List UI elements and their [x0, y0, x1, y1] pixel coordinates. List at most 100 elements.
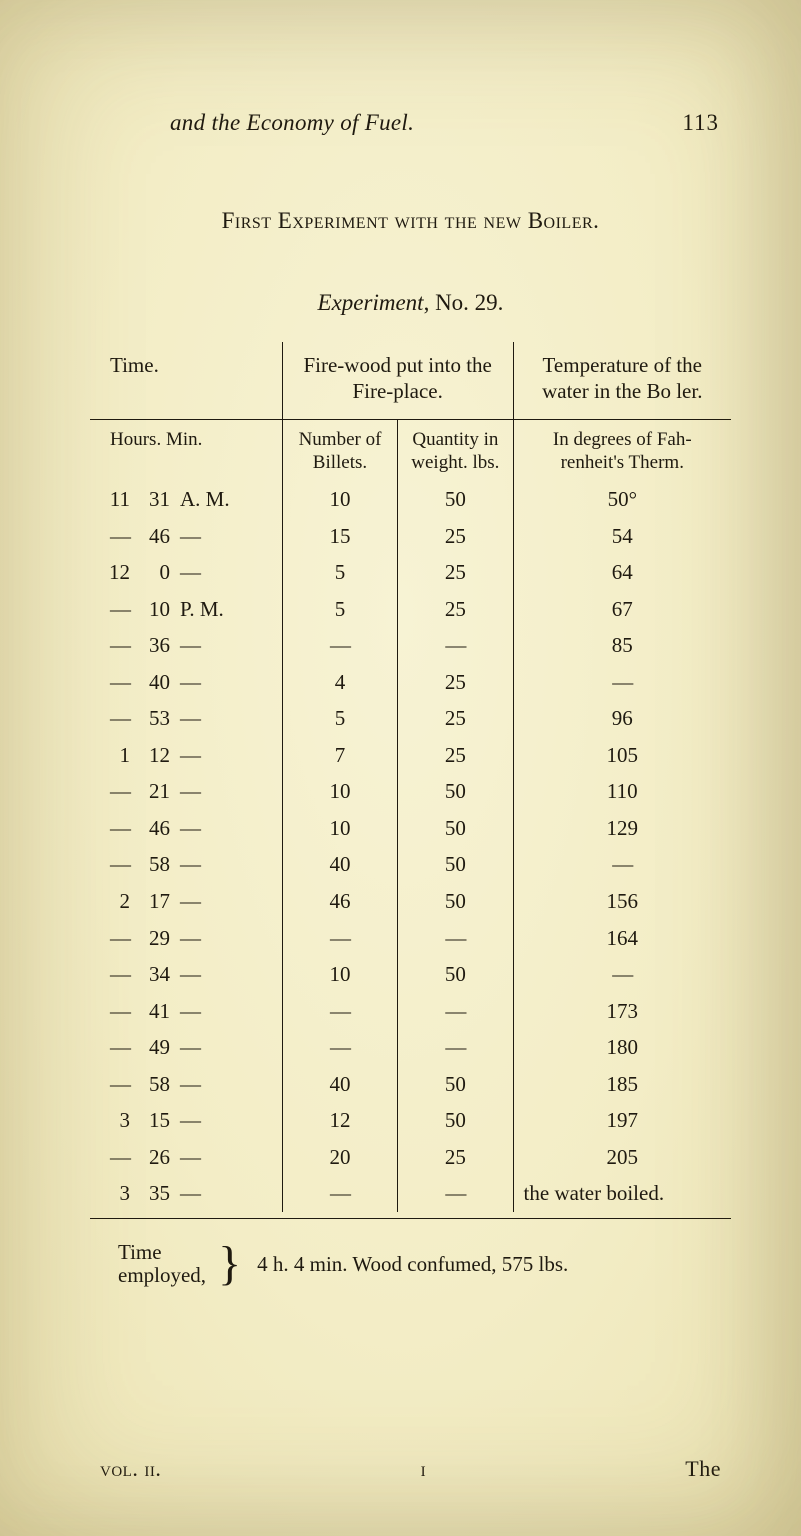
cell-billets: 4 [282, 664, 397, 701]
table-row: 112—725105 [90, 737, 731, 774]
cell-quantity: — [398, 1029, 513, 1066]
cell-temperature: 129 [513, 810, 731, 847]
cell-quantity: 50 [398, 773, 513, 810]
cell-billets: — [282, 1175, 397, 1212]
cell-time: —58— [90, 846, 282, 883]
cell-time: —49— [90, 1029, 282, 1066]
cell-quantity: 50 [398, 956, 513, 993]
cell-temperature: 173 [513, 993, 731, 1030]
table-row: 217—4650156 [90, 883, 731, 920]
cell-billets: 7 [282, 737, 397, 774]
cell-quantity: 50 [398, 1066, 513, 1103]
table-row: —58—4050185 [90, 1066, 731, 1103]
cell-billets: 12 [282, 1102, 397, 1139]
experiment-label: Experiment, No. 29. [90, 290, 731, 316]
cell-billets: 10 [282, 956, 397, 993]
cell-time: —58— [90, 1066, 282, 1103]
summary-stack-top: Time [118, 1241, 206, 1264]
cell-billets: — [282, 627, 397, 664]
cell-billets: 5 [282, 591, 397, 628]
cell-billets: 5 [282, 700, 397, 737]
table-row: 315—1250197 [90, 1102, 731, 1139]
cell-time: —46— [90, 518, 282, 555]
summary-rest: 4 h. 4 min. Wood confumed, 575 lbs. [257, 1252, 568, 1277]
cell-temperature: 64 [513, 554, 731, 591]
cell-temperature: 85 [513, 627, 731, 664]
table-row: —46—1050129 [90, 810, 731, 847]
cell-billets: 15 [282, 518, 397, 555]
cell-billets: 40 [282, 846, 397, 883]
cell-billets: 10 [282, 773, 397, 810]
table-row: —10P. M.52567 [90, 591, 731, 628]
cell-temperature: 54 [513, 518, 731, 555]
cell-quantity: 50 [398, 883, 513, 920]
cell-quantity: — [398, 627, 513, 664]
running-title: and the Economy of Fuel. [170, 110, 414, 136]
th-temp: Temperature of the water in the Bo ler. [513, 342, 731, 419]
cell-temperature: 180 [513, 1029, 731, 1066]
table-row: 335———the water boiled. [90, 1175, 731, 1212]
cell-billets: 5 [282, 554, 397, 591]
cell-temperature: — [513, 956, 731, 993]
experiment-label-italic: Experiment [318, 290, 424, 315]
cell-time: 112— [90, 737, 282, 774]
cell-time: —29— [90, 920, 282, 957]
cell-quantity: — [398, 993, 513, 1030]
time-employed: Time employed, } 4 h. 4 min. Wood confum… [90, 1241, 731, 1287]
page-number: 113 [682, 110, 719, 136]
table-row: 120—52564 [90, 554, 731, 591]
cell-billets: — [282, 1029, 397, 1066]
cell-time: —40— [90, 664, 282, 701]
footer-catchword: The [685, 1456, 721, 1482]
table-bottom-rule [90, 1218, 731, 1219]
table-row: —26—2025205 [90, 1139, 731, 1176]
cell-temperature: — [513, 664, 731, 701]
table-row: —41———173 [90, 993, 731, 1030]
section-heading: First Experiment with the new Boiler. [90, 208, 731, 234]
table-row: —53—52596 [90, 700, 731, 737]
cell-temperature: 67 [513, 591, 731, 628]
cell-billets: 46 [282, 883, 397, 920]
cell-quantity: 25 [398, 737, 513, 774]
table-row: —40—425— [90, 664, 731, 701]
th-firewood: Fire-wood put into the Fire-place. [282, 342, 513, 419]
th-sub-number: Number of Billets. [282, 419, 397, 481]
cell-temperature: the water boiled. [513, 1175, 731, 1212]
cell-temperature: 110 [513, 773, 731, 810]
table-row: —36———85 [90, 627, 731, 664]
cell-billets: 10 [282, 481, 397, 518]
cell-temperature: 164 [513, 920, 731, 957]
table-row: —29———164 [90, 920, 731, 957]
experiment-label-rest: , No. 29. [424, 290, 504, 315]
brace-icon: } [218, 1242, 241, 1285]
table-row: —49———180 [90, 1029, 731, 1066]
cell-billets: 40 [282, 1066, 397, 1103]
th-sub-temp: In degrees of Fah- renheit's Therm. [513, 419, 731, 481]
cell-quantity: 25 [398, 700, 513, 737]
cell-temperature: 185 [513, 1066, 731, 1103]
table-row: —46—152554 [90, 518, 731, 555]
cell-temperature: 205 [513, 1139, 731, 1176]
cell-time: —41— [90, 993, 282, 1030]
cell-temperature: 50° [513, 481, 731, 518]
cell-time: —36— [90, 627, 282, 664]
cell-temperature: 96 [513, 700, 731, 737]
cell-time: —34— [90, 956, 282, 993]
cell-quantity: — [398, 920, 513, 957]
experiment-table: Time. Fire-wood put into the Fire-place.… [90, 342, 731, 1212]
cell-billets: — [282, 920, 397, 957]
cell-time: 335— [90, 1175, 282, 1212]
cell-time: 315— [90, 1102, 282, 1139]
cell-temperature: — [513, 846, 731, 883]
cell-quantity: 50 [398, 846, 513, 883]
cell-quantity: 25 [398, 554, 513, 591]
table-row: —34—1050— [90, 956, 731, 993]
cell-quantity: 25 [398, 664, 513, 701]
cell-quantity: 25 [398, 518, 513, 555]
cell-time: —21— [90, 773, 282, 810]
cell-time: 1131A. M. [90, 481, 282, 518]
cell-quantity: 50 [398, 810, 513, 847]
cell-time: —46— [90, 810, 282, 847]
table-row: —58—4050— [90, 846, 731, 883]
cell-billets: — [282, 993, 397, 1030]
